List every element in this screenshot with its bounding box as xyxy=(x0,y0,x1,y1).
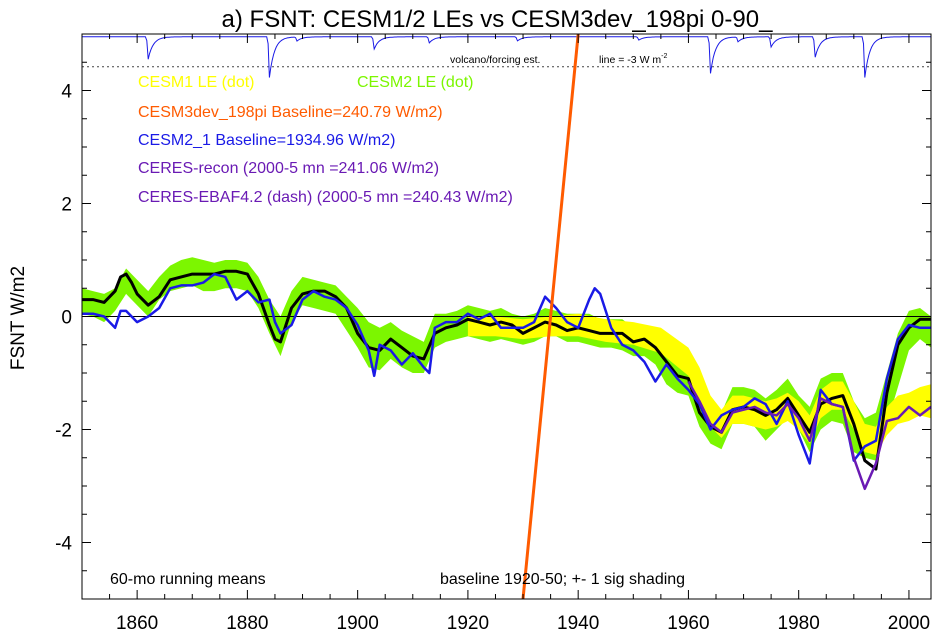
ceres-recon-line xyxy=(687,380,931,491)
y-axis-label: FSNT W/m2 xyxy=(8,266,29,370)
x-tick-label: 1920 xyxy=(447,613,489,634)
plot-area xyxy=(82,34,931,599)
line-reference-label: line = -3 W m-2 xyxy=(599,53,667,66)
y-tick-label: 0 xyxy=(61,308,72,329)
y-tick-label: -4 xyxy=(55,534,72,555)
band-cesm2-le xyxy=(82,257,931,461)
baseline-note: baseline 1920-50; +- 1 sig shading xyxy=(440,571,685,588)
legend-entry-cesm1-le: CESM1 LE (dot) xyxy=(138,74,254,91)
y-tick-label: -2 xyxy=(55,421,72,442)
legend: CESM1 LE (dot) CESM2 LE (dot) CESM3dev_1… xyxy=(138,74,513,206)
x-tick-label: 1880 xyxy=(226,613,268,634)
x-tick-label: 1960 xyxy=(667,613,709,634)
y-tick-label: 2 xyxy=(61,195,72,216)
cesm3dev-line xyxy=(521,34,580,599)
running-means-note: 60-mo running means xyxy=(110,571,266,588)
ensemble-mean-line xyxy=(82,269,931,471)
band-cesm1-le xyxy=(467,313,931,455)
x-tick-label: 1900 xyxy=(337,613,379,634)
legend-entry-cesm2-1: CESM2_1 Baseline=1934.96 W/m2) xyxy=(138,132,395,149)
legend-entry-ceres-ebaf: CERES-EBAF4.2 (dash) (2000-5 mn =240.43 … xyxy=(138,189,513,206)
volcano-forcing-series xyxy=(82,36,931,78)
legend-entry-ceres-recon: CERES-recon (2000-5 mn =241.06 W/m2) xyxy=(138,160,439,177)
legend-entry-cesm3dev: CESM3dev_198pi Baseline=240.79 W/m2) xyxy=(138,104,443,121)
legend-entry-cesm2-le: CESM2 LE (dot) xyxy=(357,74,473,91)
line-reference-superscript: -2 xyxy=(661,53,667,60)
cesm2-1-line xyxy=(82,272,931,465)
volcano-forcing-label: volcano/forcing est. xyxy=(450,54,540,66)
x-tick-label: 1980 xyxy=(778,613,820,634)
x-tick-label: 1940 xyxy=(557,613,599,634)
x-tick-label: 2000 xyxy=(888,613,930,634)
y-tick-label: 4 xyxy=(61,82,72,103)
x-axis: 1860 1880 1900 1920 1940 1960 1980 2000 xyxy=(81,34,930,634)
y-axis: 4 2 0 -2 -4 xyxy=(55,33,931,600)
x-tick-label: 1860 xyxy=(116,613,158,634)
line-reference-text: line = -3 W m xyxy=(599,54,661,66)
chart-title: a) FSNT: CESM1/2 LEs vs CESM3dev_198pi 0… xyxy=(222,6,774,33)
